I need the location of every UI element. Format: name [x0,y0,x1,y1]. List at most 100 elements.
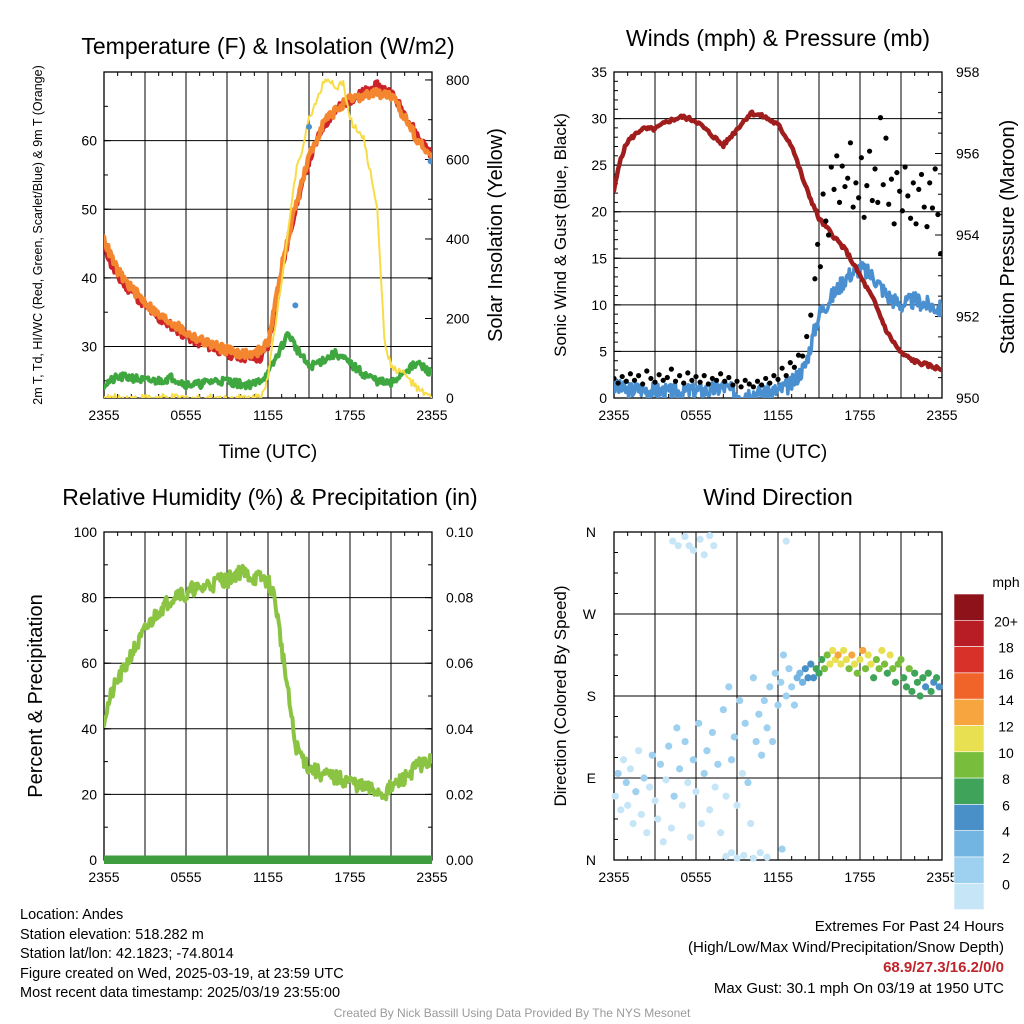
direction-point [617,806,625,814]
direction-point [774,701,782,709]
direction-point [886,651,894,659]
gust-point [875,199,881,205]
temperature-series [104,78,432,398]
gust-point [866,148,873,154]
direction-point [700,551,708,559]
direction-point [818,655,826,664]
direction-ylabel: Direction (Colored By Speed) [551,585,570,806]
direction-point [738,769,747,778]
temperature-title: Temperature (F) & Insolation (W/m2) [81,33,454,59]
humidity-series [104,563,432,864]
direction-point [823,651,831,659]
gust-point [738,384,744,390]
gust-point [861,214,867,220]
gust-point [812,276,818,282]
direction-point [659,838,667,846]
gust-point [907,215,914,221]
direction-point [801,665,809,673]
direction-point [651,797,659,805]
y-tick-label: 30 [591,111,607,127]
direction-point [826,660,834,668]
credit-line: Created By Nick Bassill Using Data Provi… [333,1006,691,1020]
gust-point [640,381,646,387]
direction-point [820,665,829,673]
extremes-values: 68.9/27.3/16.2/0/0 [883,959,1004,976]
x-tick-label: 0555 [170,407,201,423]
x-tick-label: 0555 [680,869,711,885]
gust-point [718,371,724,377]
y-tick-label: 100 [74,524,98,540]
direction-point [785,665,793,673]
direction-point [870,674,878,682]
y2-tick-label: 0 [446,390,454,406]
direction-point [804,674,812,682]
gust-point [834,153,840,159]
colorbar-swatch [953,672,985,700]
y2-tick-label: 954 [956,227,980,243]
colorbar-label: 12 [998,719,1014,735]
direction-point [673,724,681,732]
direction-point [768,737,777,746]
gust-point [742,377,748,383]
gust-point [709,375,716,382]
direction-point [708,728,717,737]
gust-point [730,382,736,388]
direction-point [681,532,689,541]
direction-point [722,792,730,800]
direction-point [889,665,897,673]
y2-tick-label: 800 [446,72,470,88]
direction-point [670,792,678,800]
direction-point [678,801,686,809]
gust-point [652,379,658,385]
gust-point [815,241,821,247]
x-tick-label: 1755 [334,407,365,423]
direction-point [763,853,771,861]
direction-point [703,747,711,755]
gust-point [689,377,695,383]
direction-point [681,737,689,746]
colorbar-swatch [953,777,985,805]
gust-point [771,373,777,379]
x-tick-label: 2355 [926,869,957,885]
direction-point [611,792,619,800]
gust-point [636,373,642,379]
gust-point [850,204,856,210]
winds-ylabel: Sonic Wind & Gust (Blue, Black) [551,113,570,357]
direction-tick-label: N [586,524,596,540]
direction-tick-label: S [587,688,596,704]
direction-point [891,678,900,686]
y-tick-label: 40 [81,270,97,286]
direction-point [777,678,785,686]
winds-panel-axes: 0 5 10 15 20 25 30 35 950 952 954 956 958 2355 0555 115… [551,25,1019,463]
gust-point [869,197,875,204]
x-tick-label: 0555 [680,407,711,423]
direction-tick-label: W [583,606,597,622]
direction-point [859,646,867,655]
winds-xlabel: Time (UTC) [729,442,828,463]
x-tick-label: 1755 [844,407,875,423]
gust-point [877,115,884,121]
gust-point [935,211,941,218]
relative-humidity-line [104,563,432,802]
gust-point [787,360,793,366]
direction-point [848,651,856,659]
y-tick-label: 35 [591,64,607,80]
direction-point [697,819,706,828]
direction-point [829,646,837,655]
gust-point [644,368,650,374]
direction-point [643,829,651,837]
gust-point [891,221,897,227]
colorbar-swatch [953,856,985,884]
direction-point [924,669,932,677]
direction-point [796,669,804,677]
direction-point [935,683,943,691]
y-tick-label: 5 [599,343,607,359]
gust-point [693,373,699,380]
direction-point [902,683,911,691]
station-info: Location: Andes Station elevation: 518.2… [20,906,344,1004]
direction-point [648,751,656,759]
gust-point [918,171,925,178]
gust-point [746,381,752,387]
speed-colorbar: mph 0 2 4 6 8 10 12 14 16 18 20+ [953,574,1020,910]
